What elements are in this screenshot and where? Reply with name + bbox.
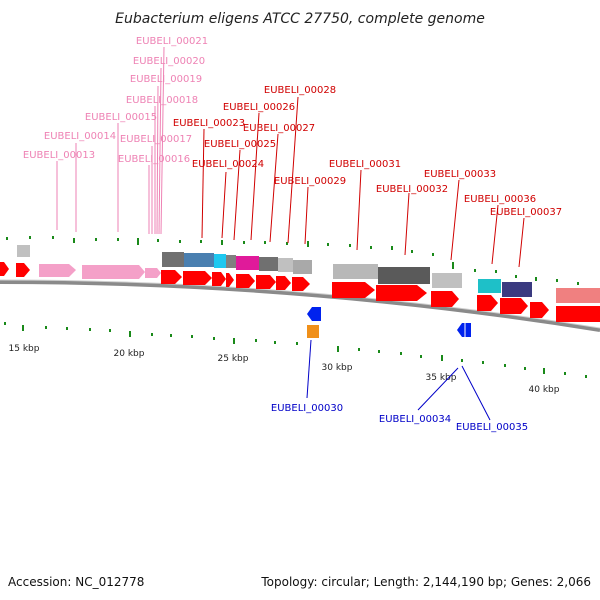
feature-block: [432, 273, 462, 288]
gene-arrow-pink: [82, 265, 145, 279]
label-eubeli-00015: EUBELI_00015: [85, 112, 157, 123]
gene-arrow: [161, 270, 182, 284]
accession-text: Accession: NC_012778: [8, 575, 144, 589]
label-eubeli-00034: EUBELI_00034: [379, 414, 451, 425]
scale-labels: 15 kbp 20 kbp 25 kbp 30 kbp 35 kbp 40 kb…: [9, 344, 560, 395]
gene-arrow: [292, 277, 310, 291]
feature-block: [214, 254, 226, 268]
label-eubeli-00032: EUBELI_00032: [376, 184, 448, 195]
feature-block: [378, 267, 430, 284]
label-eubeli-00029: EUBELI_00029: [274, 176, 346, 187]
map-title: Eubacterium eligens ATCC 27750, complete…: [115, 11, 485, 27]
feature-block: [236, 256, 259, 270]
label-eubeli-00014: EUBELI_00014: [44, 131, 116, 142]
label-eubeli-00025: EUBELI_00025: [204, 139, 276, 150]
feature-block: [162, 252, 184, 267]
genome-summary-text: Topology: circular; Length: 2,144,190 bp…: [260, 575, 591, 589]
scale-label-35kbp: 35 kbp: [426, 373, 457, 383]
label-eubeli-00019: EUBELI_00019: [130, 74, 202, 85]
label-eubeli-00018: EUBELI_00018: [126, 95, 198, 106]
scale-label-20kbp: 20 kbp: [114, 349, 145, 359]
scale-label-25kbp: 25 kbp: [218, 354, 249, 364]
gene-arrow: [500, 298, 528, 314]
label-eubeli-00024: EUBELI_00024: [192, 159, 264, 170]
feature-block: [478, 279, 501, 293]
feature-block: [226, 255, 236, 268]
genome-backbone: [0, 280, 600, 332]
label-eubeli-00035: EUBELI_00035: [456, 422, 528, 433]
scale-label-40kbp: 40 kbp: [529, 385, 560, 395]
gene-arrow: [212, 272, 226, 286]
gene-arrow: [16, 263, 30, 277]
feature-block: [333, 264, 378, 279]
gene-arrow-pink: [39, 264, 76, 277]
feature-block: [259, 257, 278, 271]
label-eubeli-00030: EUBELI_00030: [271, 403, 343, 414]
gene-arrow: [183, 271, 212, 285]
label-eubeli-00031: EUBELI_00031: [329, 159, 401, 170]
feature-block: [502, 282, 532, 297]
feature-block: [184, 253, 214, 267]
gene-arrow-reverse: [457, 323, 471, 337]
bottom-tick-marks: [4, 322, 587, 378]
feature-block: [556, 288, 600, 303]
gene-arrow: [332, 282, 375, 298]
gene-arrow: [530, 302, 549, 318]
label-eubeli-00036: EUBELI_00036: [464, 194, 536, 205]
gene-arrow: [226, 273, 234, 287]
label-eubeli-00027: EUBELI_00027: [243, 123, 315, 134]
label-eubeli-00026: EUBELI_00026: [223, 102, 295, 113]
label-eubeli-00037: EUBELI_00037: [490, 207, 562, 218]
gene-block-orange: [307, 325, 319, 338]
feature-blocks: [17, 245, 600, 303]
label-eubeli-00017: EUBELI_00017: [120, 134, 192, 145]
forward-genes: [0, 262, 600, 322]
label-eubeli-00020: EUBELI_00020: [133, 56, 205, 67]
label-eubeli-00021: EUBELI_00021: [136, 36, 208, 47]
label-eubeli-00033: EUBELI_00033: [424, 169, 496, 180]
blue-gene-labels: EUBELI_00030 EUBELI_00034 EUBELI_00035: [271, 339, 528, 433]
gene-arrow: [256, 275, 276, 289]
label-eubeli-00016: EUBELI_00016: [118, 154, 190, 165]
feature-block: [17, 245, 30, 257]
scale-label-15kbp: 15 kbp: [9, 344, 40, 354]
genome-backbone-highlight: [0, 279, 600, 329]
gene-arrow: [556, 306, 600, 322]
gene-arrow: [276, 276, 291, 290]
gene-arrow: [477, 295, 498, 311]
label-eubeli-00023: EUBELI_00023: [173, 118, 245, 129]
pink-gene-labels: EUBELI_00021 EUBELI_00020 EUBELI_00019 E…: [23, 36, 208, 235]
label-eubeli-00028: EUBELI_00028: [264, 85, 336, 96]
reverse-genes: [307, 307, 471, 338]
gene-arrow-reverse: [307, 307, 321, 321]
feature-block: [278, 258, 293, 272]
scale-label-30kbp: 30 kbp: [322, 363, 353, 373]
feature-block: [293, 260, 312, 274]
gene-arrow: [236, 274, 255, 288]
gene-arrow: [431, 291, 459, 307]
gene-arrow: [0, 262, 9, 276]
top-tick-marks: [6, 236, 579, 285]
red-gene-labels: EUBELI_00028 EUBELI_00026 EUBELI_00023 E…: [173, 85, 562, 268]
gene-arrow-pink: [153, 268, 161, 278]
label-eubeli-00013: EUBELI_00013: [23, 150, 95, 161]
gene-arrow: [376, 285, 427, 301]
